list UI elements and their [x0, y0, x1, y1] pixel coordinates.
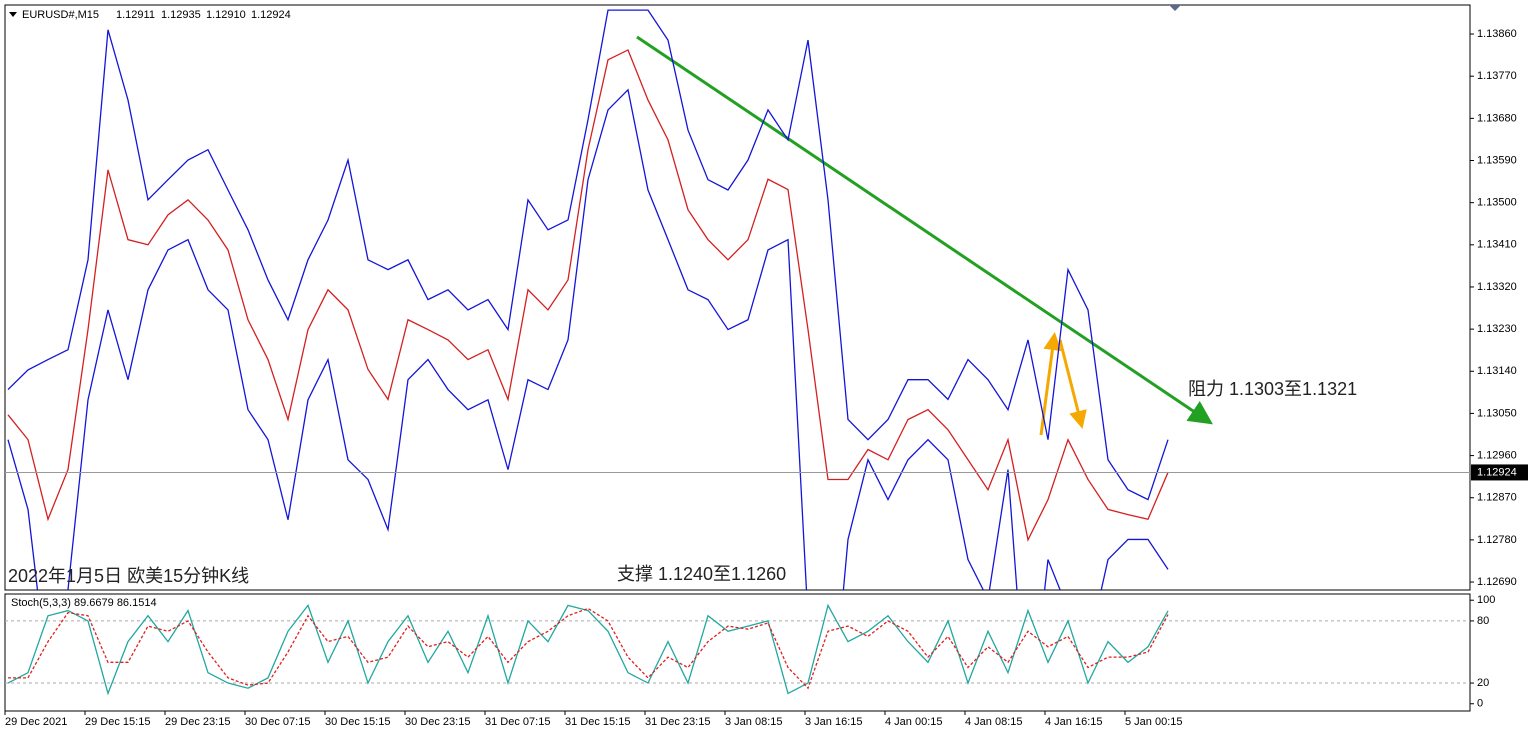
x-tick-label: 4 Jan 08:15 — [965, 716, 1023, 728]
x-tick-label: 29 Dec 2021 — [5, 716, 67, 728]
main-panel — [4, 4, 1471, 591]
up-arrow — [1039, 332, 1062, 436]
x-tick-label: 30 Dec 07:15 — [245, 716, 310, 728]
y-tick-label: 20 — [1477, 677, 1489, 689]
y-tick-label: 1.13140 — [1477, 365, 1517, 377]
plot-area — [7, 9, 1169, 590]
stoch-title: Stoch(5,3,3) 89.6679 86.1514 — [11, 597, 157, 609]
series-line — [7, 49, 1169, 542]
ohlc-high: 1.12935 — [161, 9, 201, 21]
y-tick-label: 1.13590 — [1477, 154, 1517, 166]
menu-icon — [9, 12, 17, 17]
y-tick-label: 1.13410 — [1477, 239, 1517, 251]
down-arrow — [1058, 339, 1087, 429]
y-tick-label: 1.12870 — [1477, 492, 1517, 504]
trend-line — [636, 35, 1213, 425]
y-tick-label: 1.12960 — [1477, 449, 1517, 461]
last-price-box — [1471, 464, 1528, 481]
x-tick-label: 29 Dec 23:15 — [165, 716, 230, 728]
y-tick-label: 1.12780 — [1477, 534, 1517, 546]
annotation: 支撑 1.1240至1.1260 — [617, 564, 786, 584]
y-tick-label: 0 — [1477, 698, 1483, 710]
annotation: 阻力 1.1303至1.1321 — [1188, 379, 1357, 399]
last-price-label: 1.12924 — [1477, 466, 1517, 478]
y-tick-label: 1.13320 — [1477, 281, 1517, 293]
series-line — [7, 9, 1169, 501]
plot-area — [5, 603, 1470, 696]
y-tick-label: 1.13500 — [1477, 197, 1517, 209]
annotation: 2022年1月5日 欧美15分钟K线 — [8, 566, 249, 586]
stoch-main-value: 89.6679 — [74, 597, 114, 609]
symbol: EURUSD#,M15 — [22, 9, 99, 21]
stoch-panel — [4, 593, 1471, 712]
shift-marker — [1169, 5, 1181, 11]
y-tick-label: 1.13860 — [1477, 28, 1517, 40]
y-tick-label: 1.13230 — [1477, 323, 1517, 335]
x-tick-label: 5 Jan 00:15 — [1125, 716, 1183, 728]
x-tick-label: 4 Jan 00:15 — [885, 716, 943, 728]
stoch-name: Stoch(5,3,3) — [11, 597, 71, 609]
y-tick-label: 1.13050 — [1477, 407, 1517, 419]
x-tick-label: 31 Dec 15:15 — [565, 716, 630, 728]
y-tick-label: 80 — [1477, 615, 1489, 627]
y-tick-label: 1.13680 — [1477, 112, 1517, 124]
ohlc-open: 1.12911 — [116, 9, 155, 21]
x-tick-label: 31 Dec 23:15 — [645, 716, 710, 728]
x-tick-label: 3 Jan 16:15 — [805, 716, 863, 728]
y-tick-label: 100 — [1477, 594, 1495, 606]
series-line — [8, 607, 1169, 690]
y-tick-label: 1.12690 — [1477, 576, 1517, 588]
y-tick-label: 1.13770 — [1477, 70, 1517, 82]
series-line — [7, 603, 1169, 696]
x-tick-label: 3 Jan 08:15 — [725, 716, 783, 728]
x-tick-label: 4 Jan 16:15 — [1045, 716, 1103, 728]
x-tick-label: 30 Dec 15:15 — [325, 716, 390, 728]
x-tick-label: 29 Dec 15:15 — [85, 716, 150, 728]
x-tick-label: 31 Dec 07:15 — [485, 716, 550, 728]
stoch-signal-value: 86.1514 — [117, 597, 157, 609]
series-line — [7, 88, 1169, 590]
ohlc-low: 1.12910 — [206, 9, 246, 21]
x-tick-label: 30 Dec 23:15 — [405, 716, 470, 728]
ohlc-close: 1.12924 — [251, 9, 291, 21]
